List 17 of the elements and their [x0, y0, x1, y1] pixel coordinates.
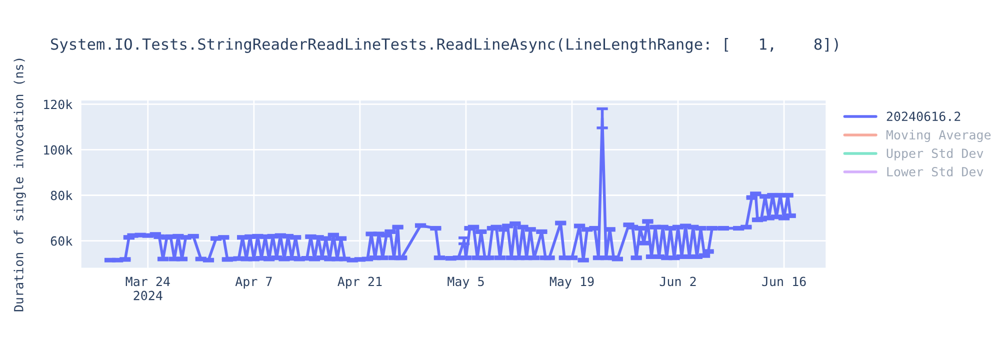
- legend-label: Lower Std Dev: [887, 166, 984, 176]
- chart-title: System.IO.Tests.StringReaderReadLineTests.ReadLineAsync(LineLengthRange: [ 1, 8]): [51, 38, 838, 53]
- legend-label: 20240616.2: [886, 112, 960, 122]
- y-axis-title: Duration of single invocation (ns): [14, 58, 26, 312]
- x-tick-label: May 5: [448, 276, 484, 289]
- x-tick-label: Jun 16: [762, 276, 806, 286]
- legend-label: Moving Average: [886, 130, 991, 142]
- y-tick-label: 120k: [44, 99, 72, 110]
- x-tick-label: May 19: [550, 276, 594, 289]
- y-tick-label: 100k: [44, 145, 72, 155]
- legend-label: Upper Std Dev: [886, 148, 984, 160]
- y-tick-label: 60k: [50, 236, 72, 246]
- x-tick-label: Apr 7: [235, 276, 272, 289]
- y-tick-label: 80k: [50, 190, 72, 200]
- x-tick-label: Jun 2: [660, 276, 696, 286]
- x-tick-label: Apr 21: [338, 276, 382, 289]
- x-tick-label: Mar 24 2024: [126, 276, 170, 300]
